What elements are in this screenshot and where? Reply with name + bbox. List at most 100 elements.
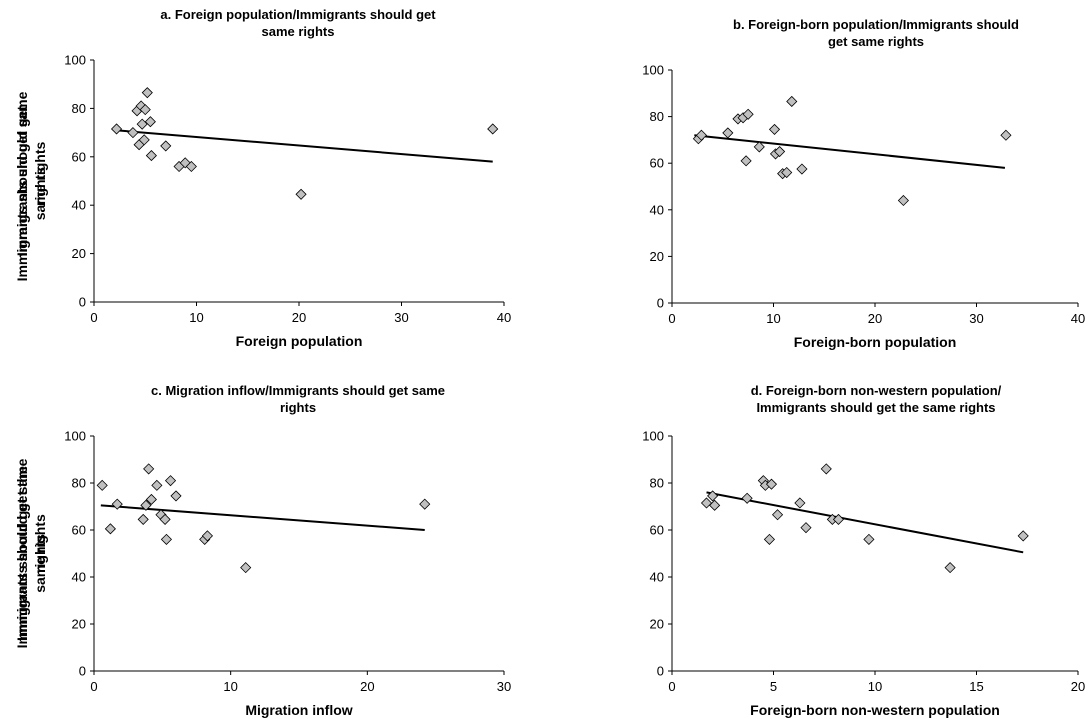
y-tick-label: 0 [657, 296, 664, 311]
chart-title-d: d. Foreign-born non-western population/I… [751, 383, 1002, 415]
data-point [1000, 129, 1012, 141]
x-tick-label: 0 [90, 310, 97, 325]
y-tick-label: 20 [650, 617, 664, 632]
x-tick-label: 0 [668, 311, 675, 326]
chart-title-b: b. Foreign-born population/Immigrants sh… [733, 17, 1019, 49]
y-axis-label-line: Immigrants should get same [14, 91, 30, 281]
trend-line-b [694, 134, 1006, 169]
y-axis-label-line: Immigrants should get [14, 106, 30, 256]
trend-line-d [706, 491, 1024, 554]
y-tick-label: 80 [72, 476, 86, 491]
data-point [774, 145, 786, 158]
chart-title-line: a. Foreign population/Immigrants should … [160, 7, 436, 22]
x-tick-label: 20 [360, 679, 374, 694]
y-tick-label: 0 [657, 664, 664, 679]
data-point [110, 123, 123, 135]
data-point [141, 87, 153, 99]
chart-title-line: rights [280, 400, 316, 415]
y-tick-label: 100 [64, 429, 86, 444]
trend-line-a [114, 129, 493, 163]
data-point [143, 463, 155, 475]
chart-title-line: get same rights [828, 34, 924, 49]
x-axis-label-a: Foreign population [236, 333, 363, 349]
data-point [800, 522, 812, 534]
data-point [794, 497, 806, 509]
x-tick-label: 10 [868, 679, 882, 694]
y-axis-label-line: Immigrants should get same [14, 458, 30, 648]
data-point [709, 499, 721, 511]
y-tick-label: 100 [642, 63, 664, 78]
data-point [139, 104, 151, 116]
panel-d: d. Foreign-born non-western population/I… [14, 383, 1085, 718]
data-point [159, 513, 171, 525]
y-tick-label: 40 [72, 198, 86, 213]
data-point [170, 490, 182, 502]
y-tick-label: 60 [72, 149, 86, 164]
x-tick-label: 30 [497, 679, 511, 694]
data-point [144, 116, 156, 128]
chart-title-line: Immigrants should get the same rights [756, 400, 995, 415]
y-tick-label: 100 [642, 429, 664, 444]
data-point [138, 134, 150, 146]
data-point [1017, 530, 1029, 542]
data-point [140, 499, 152, 511]
data-point [763, 533, 776, 545]
x-tick-label: 15 [969, 679, 983, 694]
data-point [897, 194, 909, 207]
data-point [765, 478, 778, 490]
data-point [944, 562, 956, 574]
y-axis-label-b: Immigrants should get same rights [14, 91, 48, 281]
data-point [796, 163, 808, 175]
data-point [96, 479, 108, 491]
y-axis-label-d: Immigrants should get the same rights [14, 466, 48, 641]
y-tick-label: 60 [650, 523, 664, 538]
y-axis-label-line: rights [32, 534, 48, 573]
data-point [781, 166, 793, 179]
x-tick-label: 0 [668, 679, 675, 694]
x-tick-label: 20 [292, 310, 306, 325]
data-point [127, 127, 139, 139]
data-point [742, 108, 754, 120]
data-point [753, 141, 765, 153]
data-point [145, 150, 157, 162]
y-tick-label: 20 [72, 617, 86, 632]
y-tick-label: 40 [650, 202, 664, 217]
chart-title-line: same rights [262, 24, 335, 39]
data-point [740, 155, 752, 167]
data-point [487, 123, 499, 135]
data-point [820, 463, 832, 475]
data-point [768, 123, 781, 135]
y-tick-label: 60 [650, 156, 664, 171]
data-point [863, 533, 875, 545]
data-point [707, 490, 719, 502]
trend-line-c [100, 504, 425, 531]
y-tick-label: 20 [72, 246, 86, 261]
y-axis-label-line: rights [32, 167, 48, 206]
x-tick-label: 40 [497, 310, 511, 325]
x-tick-label: 20 [868, 311, 882, 326]
x-tick-label: 40 [1071, 311, 1085, 326]
y-tick-label: 0 [79, 295, 86, 310]
data-point [137, 513, 149, 525]
data-point [160, 140, 172, 152]
x-tick-label: 20 [1071, 679, 1085, 694]
data-point [419, 498, 431, 510]
data-point [240, 562, 252, 574]
y-tick-label: 40 [72, 570, 86, 585]
data-point [104, 523, 116, 535]
panel-b: b. Foreign-born population/Immigrants sh… [14, 17, 1085, 350]
panel-a: a. Foreign population/Immigrants should … [14, 7, 511, 349]
data-point [151, 479, 163, 491]
x-tick-label: 30 [969, 311, 983, 326]
panel-c: c. Migration inflow/Immigrants should ge… [14, 383, 511, 718]
data-point [145, 493, 157, 506]
x-axis-label-d: Foreign-born non-western population [750, 702, 1000, 718]
y-tick-label: 20 [650, 249, 664, 264]
data-point [700, 497, 713, 509]
data-point [771, 509, 784, 521]
y-tick-label: 0 [79, 664, 86, 679]
chart-title-line: c. Migration inflow/Immigrants should ge… [151, 383, 445, 398]
data-point [832, 513, 845, 525]
